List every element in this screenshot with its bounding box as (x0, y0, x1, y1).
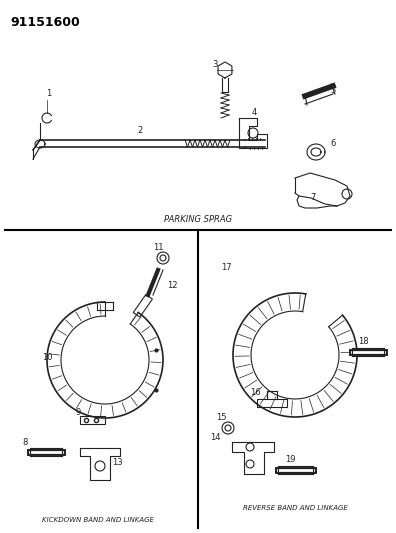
Text: 1: 1 (46, 89, 51, 98)
Bar (80, 416, 105, 424)
Text: 6: 6 (330, 139, 335, 148)
Text: 15: 15 (216, 413, 227, 422)
Text: 7: 7 (310, 193, 315, 202)
Text: 17: 17 (221, 263, 232, 272)
Text: 11: 11 (153, 243, 164, 252)
Text: 10: 10 (42, 353, 53, 362)
Bar (257, 399, 287, 407)
Text: 2: 2 (137, 126, 143, 135)
Text: 91151600: 91151600 (10, 16, 80, 29)
Text: 19: 19 (285, 455, 295, 464)
Text: KICKDOWN BAND AND LINKAGE: KICKDOWN BAND AND LINKAGE (42, 517, 154, 523)
Text: 3: 3 (212, 60, 217, 69)
Text: 5: 5 (330, 86, 335, 95)
Text: PARKING SPRAG: PARKING SPRAG (164, 215, 232, 224)
Text: 12: 12 (167, 281, 177, 290)
Bar (133, 294, 152, 317)
Text: 18: 18 (358, 337, 369, 346)
Text: 16: 16 (250, 388, 261, 397)
Text: 8: 8 (22, 438, 27, 447)
Text: 13: 13 (112, 458, 123, 467)
Text: 9: 9 (75, 408, 80, 417)
Text: 14: 14 (210, 433, 221, 442)
Text: 4: 4 (252, 108, 257, 117)
Text: REVERSE BAND AND LINKAGE: REVERSE BAND AND LINKAGE (243, 505, 347, 511)
